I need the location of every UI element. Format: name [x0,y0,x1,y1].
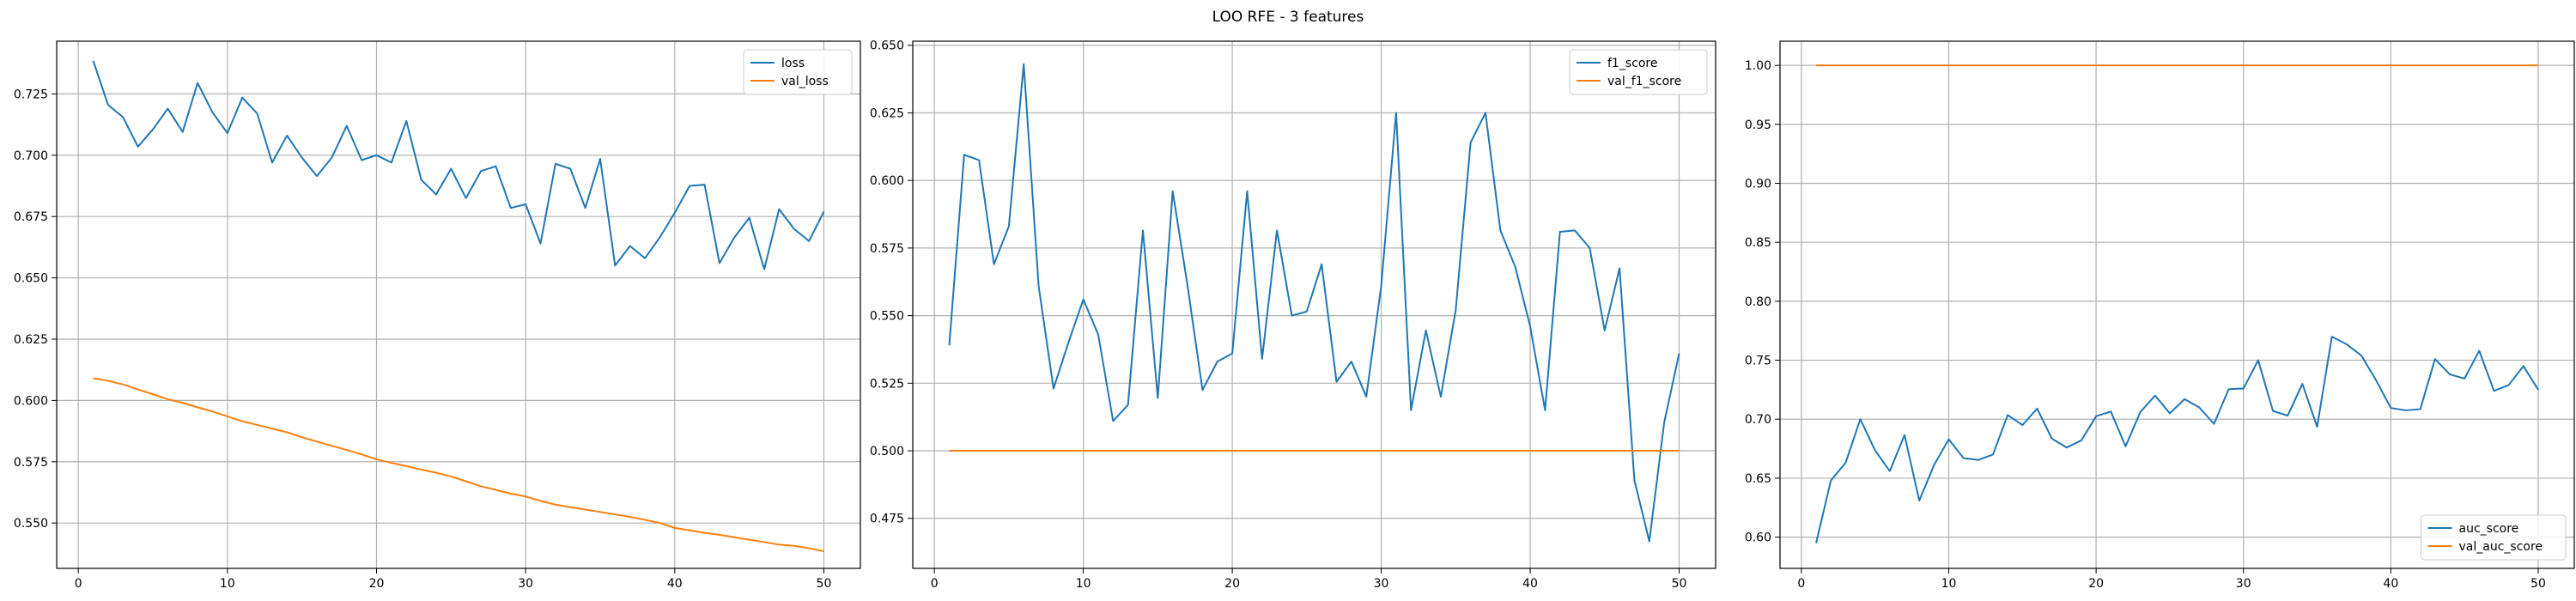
y-tick-label: 0.80 [1745,295,1771,309]
y-tick-label: 0.550 [870,310,904,324]
x-tick-label: 20 [369,577,385,591]
axes-frame [1779,40,2575,569]
x-tick-label: 30 [2236,577,2251,591]
legend-label-auc_score: auc_score [2459,522,2519,536]
legend-label-val_auc_score: val_auc_score [2459,540,2543,554]
axes-frame [912,40,1716,569]
y-tick-label: 0.700 [14,149,48,163]
x-tick-label: 20 [1224,577,1240,591]
y-tick-label: 0.500 [870,445,904,458]
x-tick-label: 30 [518,577,533,591]
figure-title: LOO RFE - 3 features [1212,9,1364,26]
series-line-auc_score [1815,336,2539,543]
legend: loss val_loss [743,49,853,95]
axes-frame [56,40,861,569]
series-line-f1_score [948,63,1680,543]
y-tick-label: 1.00 [1745,59,1771,73]
x-tick-label: 50 [2530,577,2546,591]
y-tick-label: 0.90 [1745,178,1771,191]
y-tick-label: 0.575 [870,242,904,256]
x-tick-label: 10 [220,577,235,591]
x-tick-label: 40 [1522,577,1538,591]
y-tick-label: 0.675 [14,210,48,224]
y-tick-label: 0.95 [1745,118,1771,132]
x-tick-label: 10 [1941,577,1957,591]
x-tick-label: 50 [1672,577,1687,591]
y-tick-label: 0.475 [870,513,904,526]
y-tick-label: 0.650 [14,272,48,286]
y-tick-label: 0.85 [1745,236,1771,250]
y-tick-label: 0.600 [870,174,904,188]
x-tick-label: 20 [2088,577,2104,591]
subplot-1: 0 10 20 30 40 50 0.550 0.575 0.600 0.625 0.650 0.67… [14,40,861,591]
legend-box [1569,49,1708,95]
x-tick-label: 30 [1374,577,1389,591]
y-tick-label: 0.575 [14,456,48,470]
subplot-2: 0 10 20 30 40 50 0.475 0.500 0.525 0.550 0.575 0.60… [870,39,1716,591]
x-tick-label: 0 [75,577,82,591]
series-line-loss [92,60,825,270]
y-tick-label: 0.75 [1745,355,1771,368]
legend-label-f1_score: f1_score [1607,57,1657,70]
legend-label-val_loss: val_loss [781,75,829,88]
y-tick-label: 0.725 [14,88,48,101]
y-tick-label: 0.625 [870,106,904,120]
x-tick-label: 40 [2383,577,2398,591]
y-tick-label: 0.650 [870,39,904,53]
y-tick-label: 0.60 [1745,531,1771,545]
subplot-3: 0 10 20 30 40 50 0.60 0.65 0.70 0.75 0.80 0.85 0.90 0… [1745,40,2575,591]
x-tick-label: 0 [1797,577,1805,591]
legend-label-loss: loss [781,57,805,70]
y-tick-label: 0.550 [14,517,48,531]
y-tick-label: 0.625 [14,333,48,347]
y-tick-label: 0.525 [870,377,904,391]
series-line-val_loss [93,377,824,552]
x-tick-label: 40 [667,577,683,591]
legend-label-val_f1_score: val_f1_score [1607,75,1681,88]
x-tick-label: 50 [817,577,832,591]
x-tick-label: 10 [1076,577,1091,591]
legend: f1_score val_f1_score [1569,49,1708,95]
y-tick-label: 0.65 [1745,472,1771,486]
legend-box [2421,514,2567,561]
legend-box [743,49,853,95]
y-tick-label: 0.600 [14,394,48,408]
legend: auc_score val_auc_score [2421,514,2567,561]
y-tick-label: 0.70 [1745,413,1771,427]
x-tick-label: 0 [931,577,939,591]
